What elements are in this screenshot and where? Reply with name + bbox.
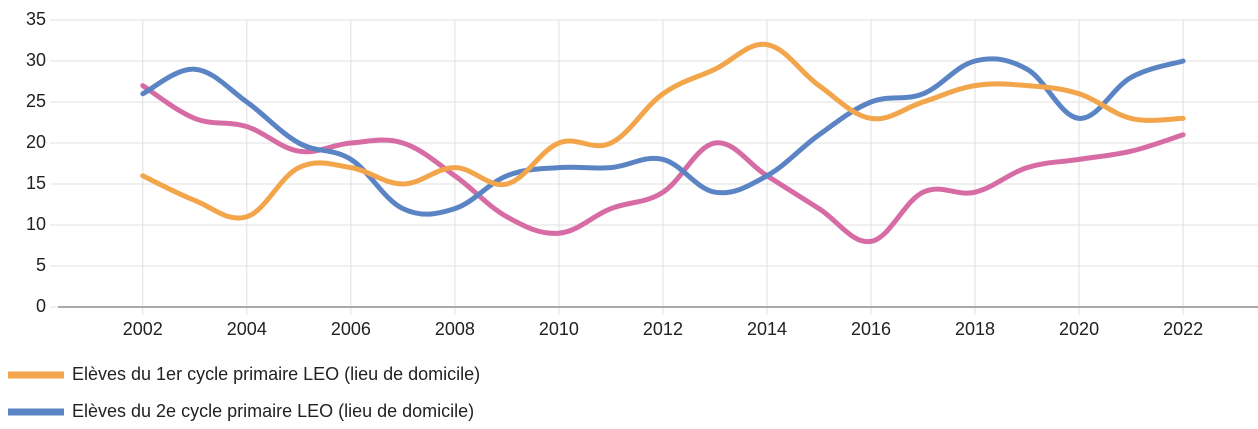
y-tick-label: 35 (26, 9, 46, 29)
line-series (140, 41, 1186, 221)
x-tick-label: 2018 (955, 319, 995, 339)
x-tick-label: 2014 (747, 319, 787, 339)
y-tick-label: 5 (36, 255, 46, 275)
x-tick-label: 2020 (1059, 319, 1099, 339)
x-tick-label: 2012 (643, 319, 683, 339)
x-tick-label: 2006 (331, 319, 371, 339)
x-tick-label: 2022 (1163, 319, 1203, 339)
y-tick-label: 30 (26, 50, 46, 70)
x-tick-label: 2016 (851, 319, 891, 339)
x-tick-label: 2004 (227, 319, 267, 339)
x-tick-label: 2002 (123, 319, 163, 339)
line-series (140, 56, 1186, 217)
y-tick-label: 25 (26, 91, 46, 111)
y-tick-label: 20 (26, 132, 46, 152)
y-tick-label: 0 (36, 296, 46, 316)
y-tick-label: 15 (26, 173, 46, 193)
x-tick-label: 2008 (435, 319, 475, 339)
y-tick-label: 10 (26, 214, 46, 234)
legend-label: Elèves du 1er cycle primaire LEO (lieu d… (72, 364, 480, 384)
legend-label: Elèves du 2e cycle primaire LEO (lieu de… (72, 401, 474, 421)
x-tick-label: 2010 (539, 319, 579, 339)
